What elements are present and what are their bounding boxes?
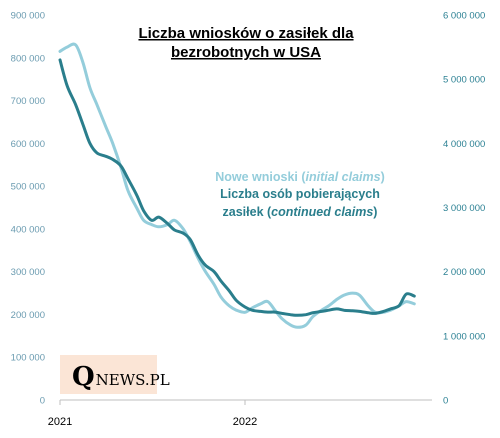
left-axis-ticks: 0 100 000 200 000 300 000 400 000 500 000 600 … — [11, 11, 45, 407]
right-tick-label: 2 000 000 — [443, 267, 485, 278]
right-tick-label: 6 000 000 — [443, 11, 485, 22]
left-tick-label: 100 000 — [11, 353, 45, 364]
left-tick-label: 900 000 — [11, 11, 45, 22]
series-line-continued-claims — [58, 58, 416, 317]
left-tick-label: 800 000 — [11, 53, 45, 64]
logo-background — [60, 355, 157, 394]
legend: Nowe wnioski (initial claims) Liczba osó… — [215, 170, 385, 219]
left-tick-label: 200 000 — [11, 310, 45, 321]
chart-title: Liczba wniosków o zasiłek dla bezrobotny… — [138, 25, 354, 61]
series-layer — [58, 42, 416, 329]
left-tick-label: 500 000 — [11, 182, 45, 193]
x-tick-label: 2021 — [48, 416, 72, 428]
title-line-2: bezrobotnych w USA — [171, 44, 321, 61]
legend-continued-claims-line2: zasiłek (continued claims) — [223, 205, 378, 219]
left-tick-label: 700 000 — [11, 96, 45, 107]
right-axis-ticks: 0 1 000 000 2 000 000 3 000 000 4 000 000 5 0… — [443, 11, 485, 407]
left-tick-label: 600 000 — [11, 139, 45, 150]
right-tick-label: 3 000 000 — [443, 203, 485, 214]
x-axis-ticks: 2021 2022 — [48, 400, 257, 428]
series-line-initial-claims — [58, 42, 416, 329]
right-tick-label: 0 — [443, 396, 448, 407]
right-tick-label: 4 000 000 — [443, 139, 485, 150]
title-line-1: Liczba wniosków o zasiłek dla — [138, 25, 354, 42]
left-tick-label: 300 000 — [11, 267, 45, 278]
left-tick-label: 0 — [40, 396, 45, 407]
qnews-logo: QNEWS.PL — [60, 355, 170, 394]
logo-text: QNEWS.PL — [72, 362, 170, 392]
legend-continued-claims-line1: Liczba osób pobierających — [220, 187, 380, 201]
right-tick-label: 1 000 000 — [443, 331, 485, 342]
x-tick-label: 2022 — [233, 416, 257, 428]
legend-initial-claims: Nowe wnioski (initial claims) — [215, 170, 385, 184]
right-tick-label: 5 000 000 — [443, 75, 485, 86]
left-tick-label: 400 000 — [11, 224, 45, 235]
